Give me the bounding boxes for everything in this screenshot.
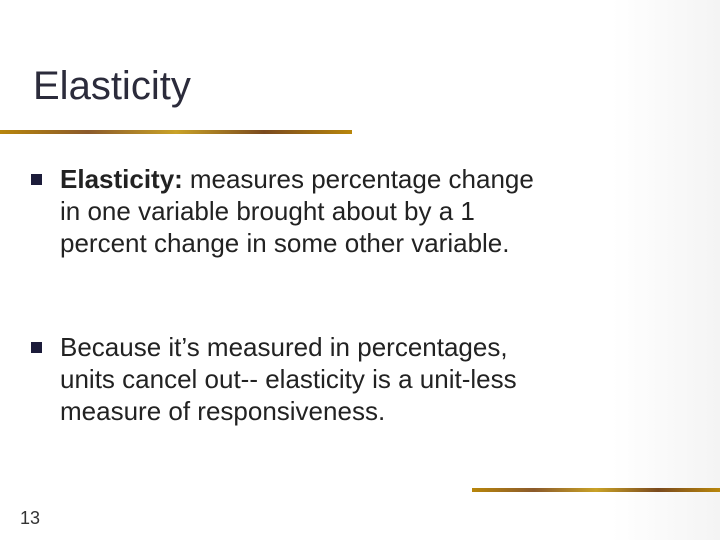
bullet-text: percent change in some other variable. [60, 228, 510, 258]
bullet-line: in one variable brought about by a 1 [60, 195, 534, 227]
bullet-marker [31, 342, 42, 353]
bullet-item: Because it’s measured in percentages, uni… [31, 331, 517, 427]
bullet-text: Because it’s measured in percentages, [60, 332, 508, 362]
slide-title: Elasticity [33, 64, 191, 108]
bullet-line: measure of responsiveness. [60, 395, 517, 427]
bullet-text: measures percentage change [189, 164, 534, 194]
bullet-lead: Elasticity: [60, 164, 183, 194]
footer-rule [472, 488, 720, 492]
bullet-text: in one variable brought about by a 1 [60, 196, 475, 226]
bullet-text: measure of responsiveness. [60, 396, 386, 426]
slide-number: 13 [20, 508, 41, 528]
bullet-line: Elasticity: measures percentage change [60, 163, 534, 195]
bullet-marker [31, 174, 42, 185]
title-rule [0, 130, 352, 134]
bullet-line: units cancel out-- elasticity is a unit-… [60, 363, 517, 395]
bullet-line: Because it’s measured in percentages, [60, 331, 517, 363]
bullet-line: percent change in some other variable. [60, 227, 534, 259]
bullet-item: Elasticity: measures percentage change in … [31, 163, 534, 259]
bullet-text: units cancel out-- elasticity is a unit-… [60, 364, 517, 394]
